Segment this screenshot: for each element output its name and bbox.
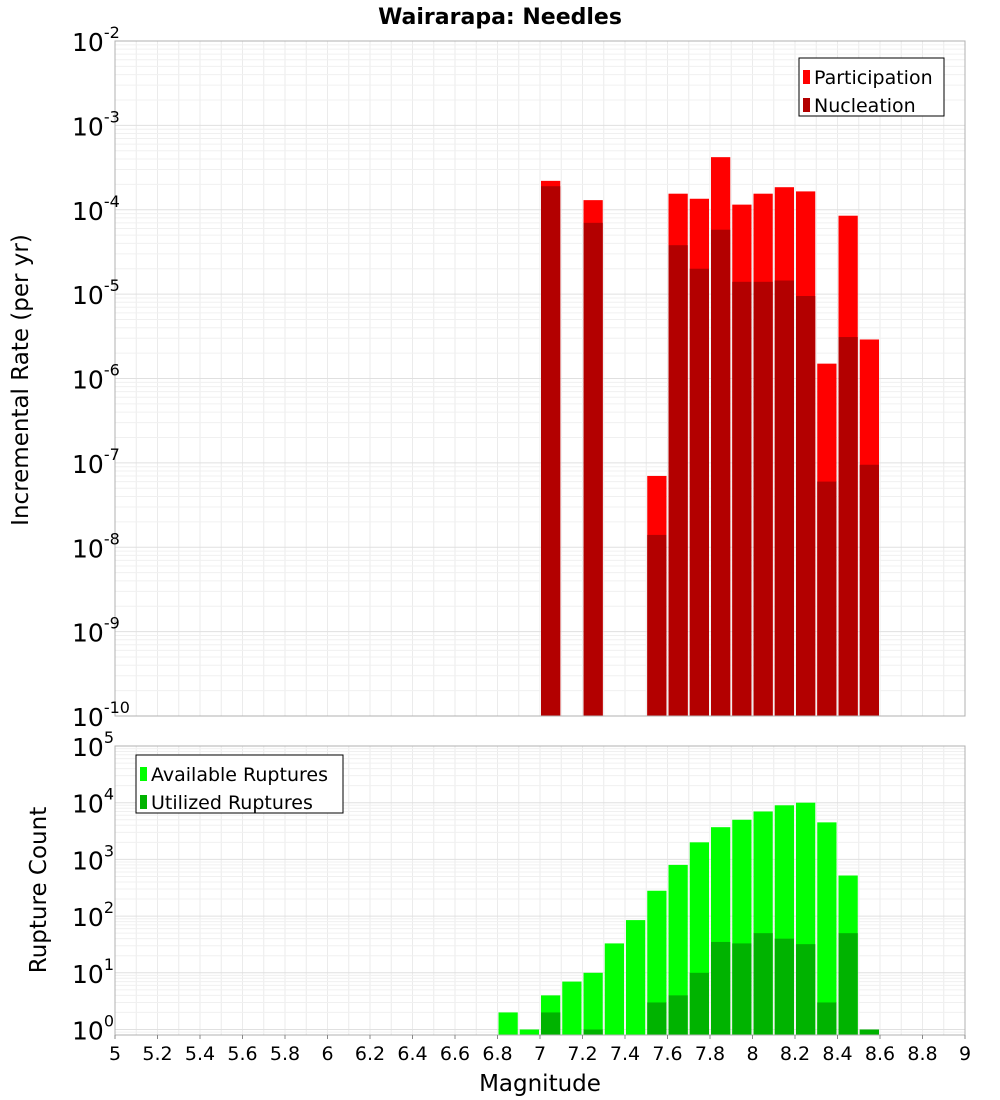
utilized-ruptures-bar (689, 972, 709, 1035)
y-tick-label: 10-3 (72, 107, 120, 141)
nucleation-bar (689, 268, 709, 716)
x-tick-label: 8 (746, 1043, 758, 1065)
legend-box (798, 57, 945, 117)
available-ruptures-bar (647, 890, 667, 1035)
x-tick-label: 5.8 (270, 1043, 300, 1065)
available-ruptures-legend-label: Available Ruptures (151, 764, 328, 786)
bottom-plot: 100 101 102 103 104 105 Rupture Count Availab… (26, 728, 971, 1097)
available-ruptures-bar (604, 943, 624, 1035)
utilized-ruptures-legend-label: Utilized Ruptures (151, 792, 313, 814)
bottom-bars (498, 802, 879, 1035)
available-ruptures-bar (626, 920, 646, 1035)
nucleation-bar (753, 281, 773, 716)
utilized-ruptures-bar (541, 1012, 561, 1035)
x-tick-label: 6.2 (355, 1043, 385, 1065)
utilized-ruptures-bar (774, 938, 794, 1035)
x-ticks: 5 5.2 5.4 5.6 5.8 6 6.2 6.4 6.6 6.8 7 7.2 7.4 7.6 7.8 8… (109, 1035, 971, 1065)
nucleation-bar (796, 296, 816, 716)
available-ruptures-bar (817, 822, 837, 1035)
nucleation-bar (647, 534, 667, 716)
nucleation-bar (774, 280, 794, 716)
y-tick-label: 10-5 (72, 276, 120, 310)
x-tick-label: 8.8 (907, 1043, 937, 1065)
x-tick-label: 8.6 (865, 1043, 895, 1065)
y-tick-label: 10-6 (72, 361, 120, 395)
x-axis-label: Magnitude (479, 1071, 601, 1097)
x-tick-label: 7.8 (695, 1043, 725, 1065)
available-ruptures-bar (498, 1012, 518, 1035)
x-tick-label: 6.6 (440, 1043, 470, 1065)
utilized-ruptures-bar (796, 944, 816, 1035)
x-tick-label: 5.4 (185, 1043, 215, 1065)
utilized-ruptures-bar (583, 1029, 603, 1035)
y-tick-label: 105 (72, 728, 114, 762)
available-ruptures-bar (562, 981, 582, 1035)
utilized-ruptures-bar (817, 1002, 837, 1035)
bottom-y-axis-label: Rupture Count (26, 807, 52, 973)
top-bars (541, 157, 879, 717)
x-tick-label: 6 (321, 1043, 333, 1065)
legend-box (135, 754, 344, 814)
x-tick-label: 7.6 (652, 1043, 682, 1065)
utilized-ruptures-bar (859, 1029, 879, 1035)
bottom-y-ticks: 100 101 102 103 104 105 (72, 728, 114, 1046)
y-tick-label: 10-9 (72, 614, 120, 648)
top-y-axis-label: Incremental Rate (per yr) (8, 234, 34, 526)
nucleation-bar (859, 464, 879, 716)
nucleation-legend-label: Nucleation (814, 95, 916, 117)
nucleation-bar (817, 481, 837, 716)
utilized-ruptures-bar (753, 933, 773, 1035)
nucleation-legend-swatch (803, 98, 810, 112)
x-tick-label: 8.4 (822, 1043, 852, 1065)
top-grid (114, 40, 966, 717)
x-tick-label: 7.4 (610, 1043, 640, 1065)
x-tick-label: 7.2 (567, 1043, 597, 1065)
participation-legend-swatch (803, 70, 810, 84)
y-tick-label: 103 (72, 841, 114, 875)
available-ruptures-bar (668, 864, 688, 1035)
available-ruptures-legend-swatch (140, 767, 147, 781)
y-tick-label: 10-2 (72, 23, 120, 57)
utilized-ruptures-bar (711, 941, 731, 1035)
nucleation-bar (732, 281, 752, 716)
utilized-ruptures-legend-swatch (140, 795, 147, 809)
x-tick-label: 5 (109, 1043, 121, 1065)
x-tick-label: 5.2 (142, 1043, 172, 1065)
y-tick-label: 102 (72, 898, 114, 932)
utilized-ruptures-bar (647, 1002, 667, 1035)
utilized-ruptures-bar (732, 943, 752, 1035)
y-tick-label: 100 (72, 1012, 114, 1046)
x-tick-label: 5.6 (227, 1043, 257, 1065)
nucleation-bar (541, 186, 561, 716)
x-tick-label: 6.4 (397, 1043, 427, 1065)
bottom-legend: Available Ruptures Utilized Ruptures (135, 754, 344, 814)
y-tick-label: 101 (72, 955, 114, 989)
available-ruptures-bar (519, 1029, 539, 1035)
nucleation-bar (711, 229, 731, 717)
x-tick-label: 8.2 (780, 1043, 810, 1065)
chart-title: Wairarapa: Needles (378, 5, 622, 30)
x-tick-label: 9 (959, 1043, 971, 1065)
y-tick-label: 10-10 (72, 698, 130, 732)
top-plot: 10-10 10-9 10-8 10-7 10-6 10-5 10-4 10-3 10-2 In… (8, 23, 966, 732)
y-tick-label: 10-8 (72, 529, 120, 563)
top-legend: Participation Nucleation (798, 57, 945, 117)
x-tick-label: 7 (534, 1043, 546, 1065)
y-tick-label: 104 (72, 785, 114, 819)
utilized-ruptures-bar (838, 933, 858, 1035)
nucleation-bar (583, 222, 603, 716)
utilized-ruptures-bar (668, 995, 688, 1035)
x-tick-label: 6.8 (482, 1043, 512, 1065)
nucleation-bar (838, 337, 858, 716)
nucleation-bar (668, 245, 688, 717)
top-plot-frame (114, 40, 966, 717)
available-ruptures-bar (583, 972, 603, 1035)
y-tick-label: 10-7 (72, 445, 120, 479)
y-tick-label: 10-4 (72, 192, 120, 226)
participation-legend-label: Participation (814, 67, 933, 89)
